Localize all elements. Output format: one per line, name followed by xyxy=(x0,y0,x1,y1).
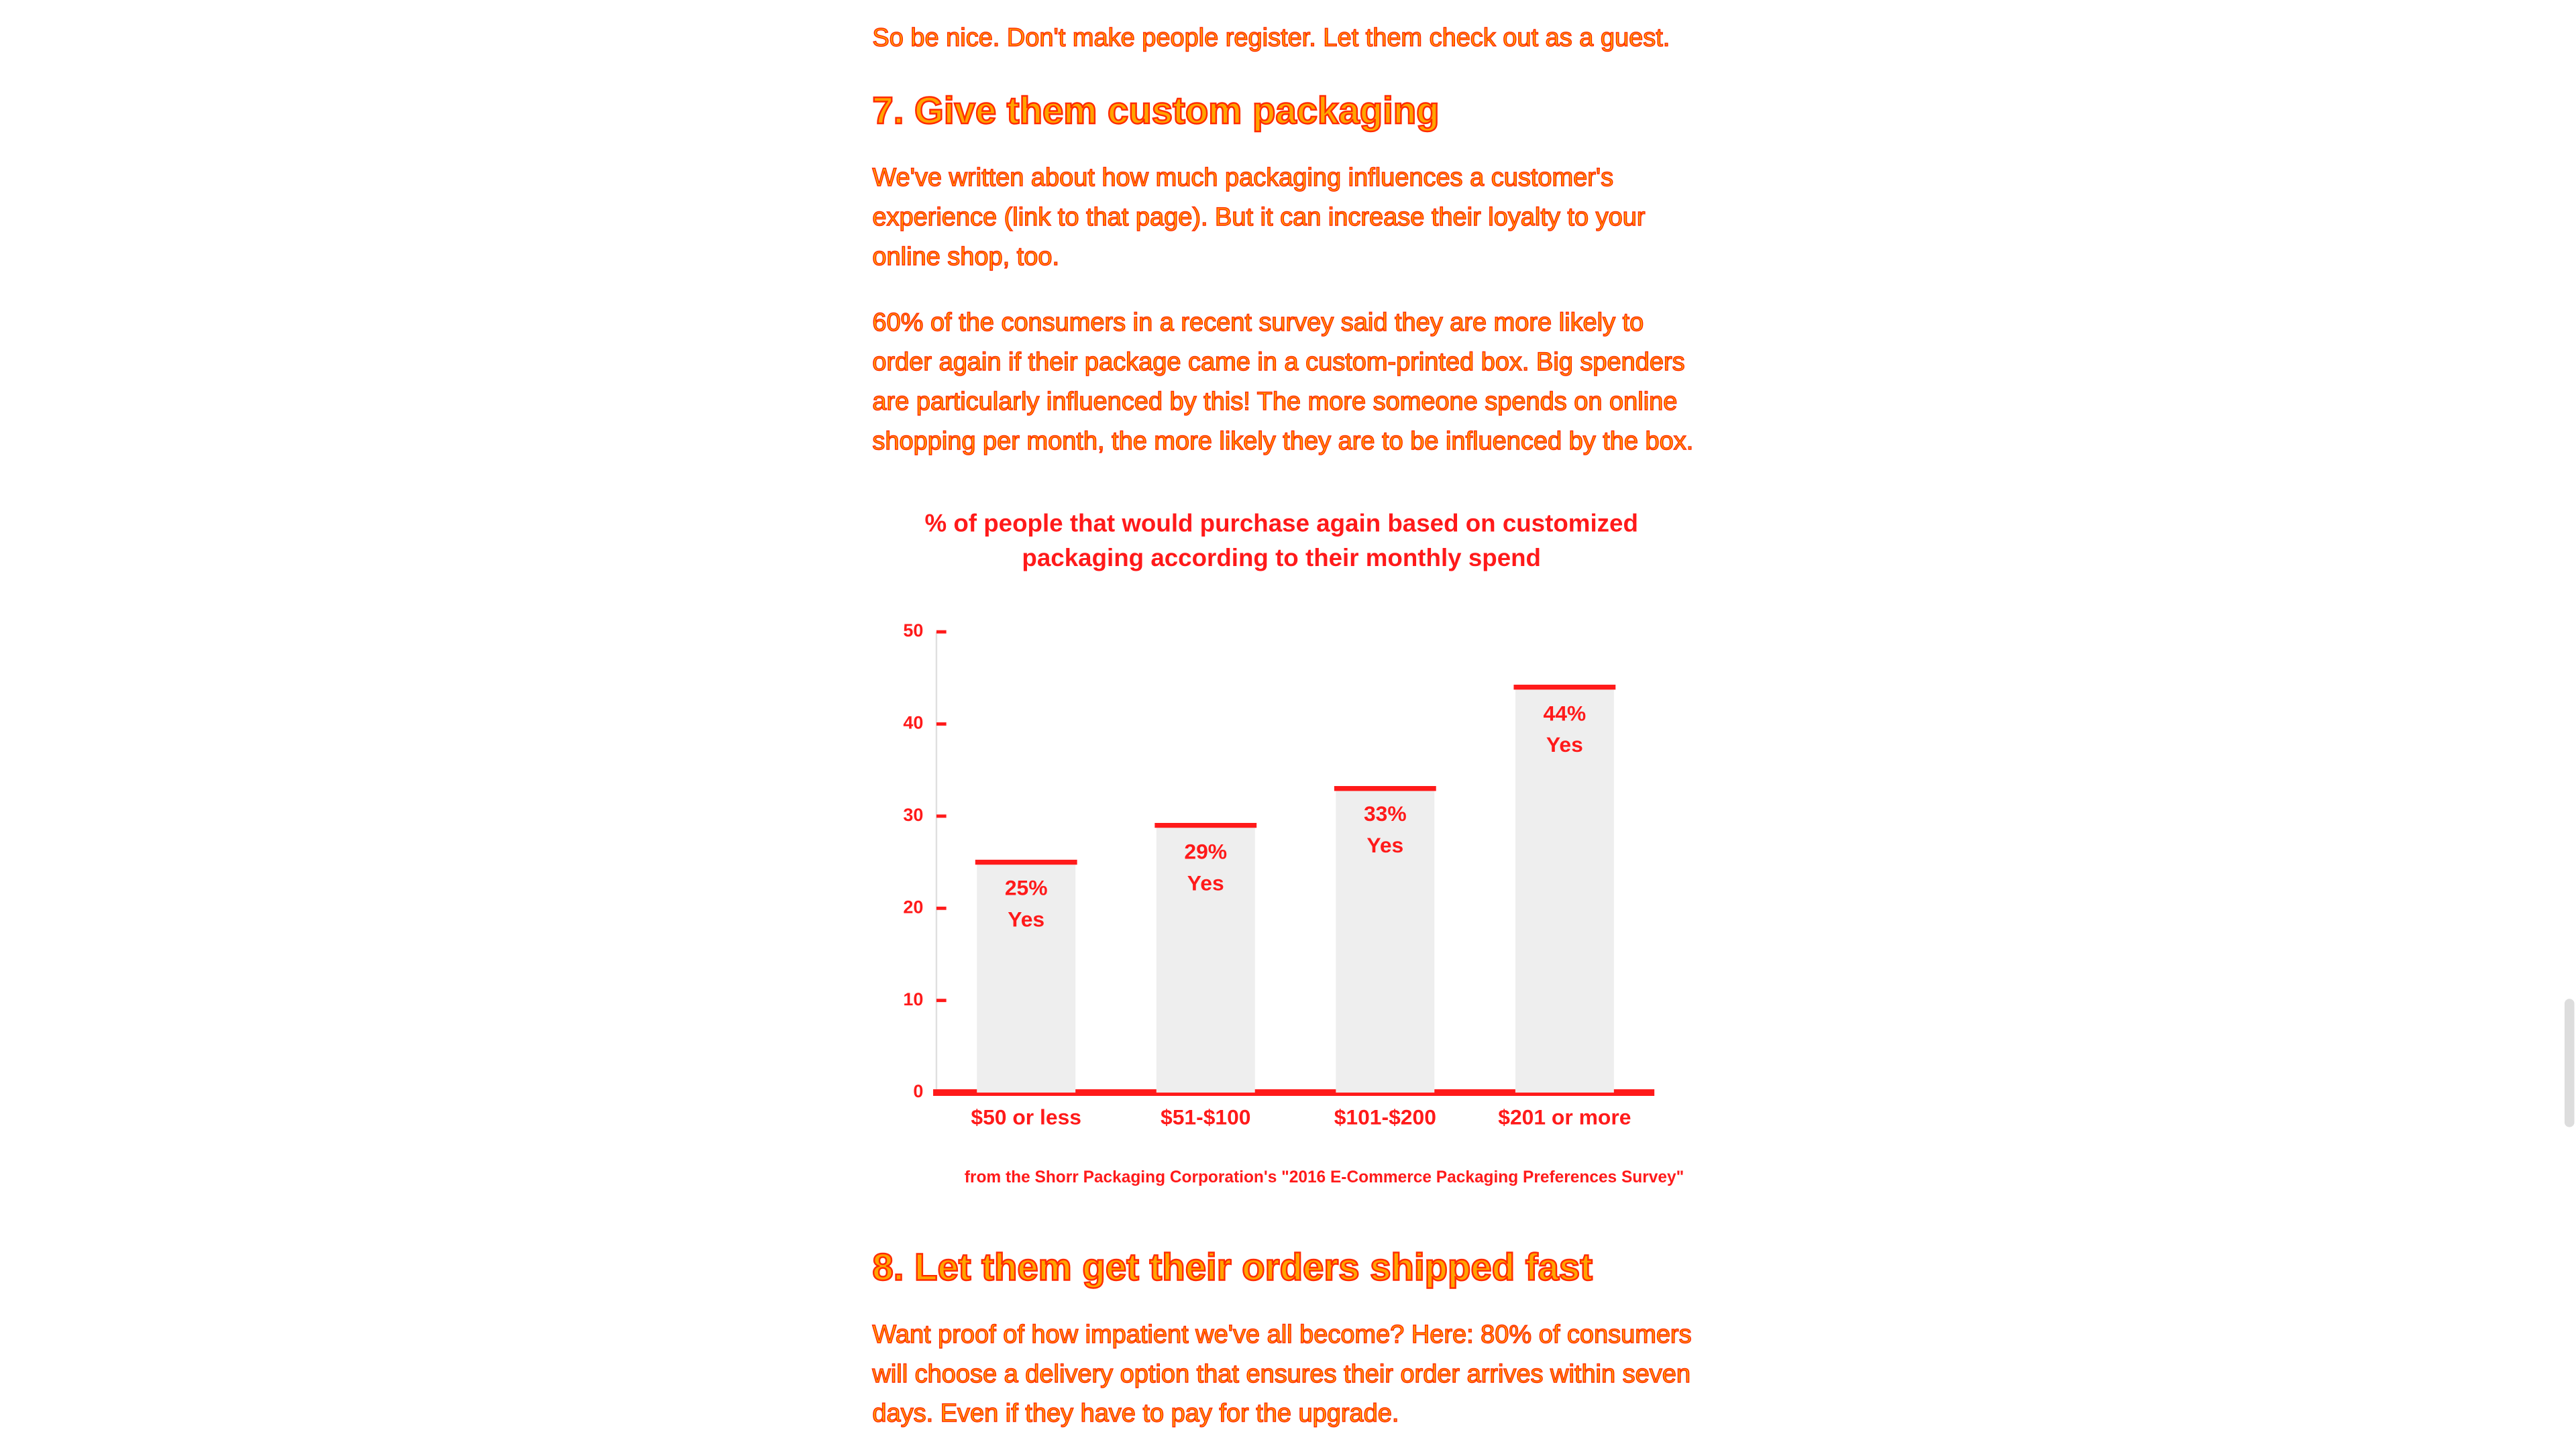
x-tick-label: $50 or less xyxy=(971,1105,1081,1129)
y-tick-label: 50 xyxy=(903,620,923,641)
value-label: 44% Yes xyxy=(1543,700,1587,757)
value-label: 33% Yes xyxy=(1363,801,1407,858)
paragraph: Want proof of how impatient we've all be… xyxy=(872,1321,1693,1429)
y-tick-label: 30 xyxy=(903,805,923,825)
paragraph: We've written about how much packaging i… xyxy=(872,164,1646,272)
chart: % of people that would purchase again ba… xyxy=(871,494,1709,1201)
x-tick-label: $101-$200 xyxy=(1334,1105,1436,1129)
paragraph: So be nice. Don't make people register. … xyxy=(872,24,1670,53)
y-tick-label: 40 xyxy=(903,713,923,733)
heading: 7. Give them custom packaging xyxy=(871,88,1440,132)
chart-title: % of people that would purchase again ba… xyxy=(924,510,1638,573)
value-label: 29% Yes xyxy=(1184,838,1228,895)
y-tick-label: 0 xyxy=(913,1081,923,1101)
bar xyxy=(1156,825,1255,1093)
value-label: 25% Yes xyxy=(1004,875,1048,932)
scrollbar[interactable] xyxy=(2564,999,2575,1127)
bar xyxy=(977,862,1076,1093)
bar xyxy=(1336,788,1435,1093)
chart-source: from the Shorr Packaging Corporation's "… xyxy=(965,1168,1684,1186)
y-tick-label: 10 xyxy=(903,989,923,1009)
x-tick-label: $201 or more xyxy=(1498,1105,1631,1129)
bar xyxy=(1515,687,1614,1093)
y-tick-label: 20 xyxy=(903,897,923,917)
x-tick-label: $51-$100 xyxy=(1161,1105,1251,1129)
chart-svg: 0 10 20 30 40 50 $50 or less $51-$100 $101-$200 $… xyxy=(903,620,1684,1186)
heading: 8. Let them get their orders shipped fas… xyxy=(871,1245,1593,1289)
paragraph: 60% of the consumers in a recent survey … xyxy=(872,309,1694,457)
